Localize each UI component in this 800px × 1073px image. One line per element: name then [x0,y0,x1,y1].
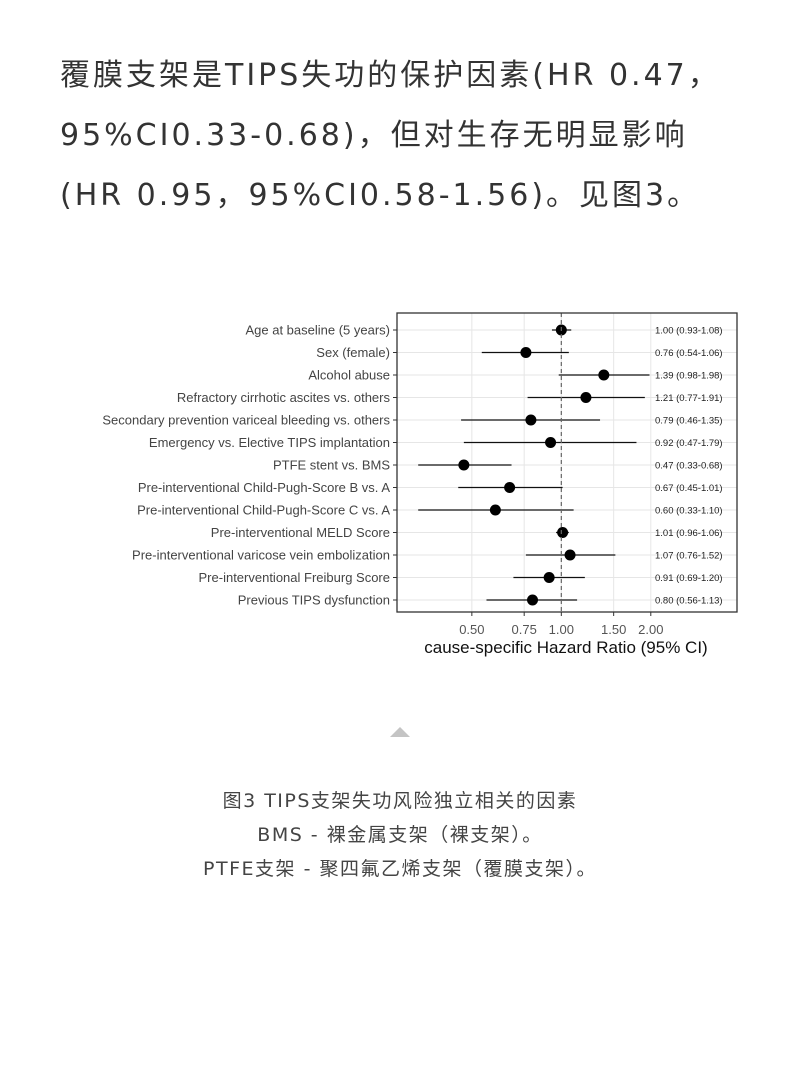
row-label: Age at baseline (5 years) [245,323,390,338]
row-label: Pre-interventional varicose vein emboliz… [132,548,390,563]
x-axis-title: cause-specific Hazard Ratio (95% CI) [424,638,707,657]
hr-point [458,459,470,471]
row-label: Refractory cirrhotic ascites vs. others [177,390,391,405]
hr-point [598,369,610,381]
hr-value-label: 0.79 (0.46-1.35) [655,416,723,427]
row-label: Emergency vs. Elective TIPS implantation [149,435,390,450]
hr-point [527,594,539,606]
hr-point [557,527,569,538]
row-label: Pre-interventional MELD Score [211,525,390,540]
row-label: Sex (female) [316,345,390,360]
figure-caption-ptfe: PTFE支架 - 聚四氟乙烯支架（覆膜支架）。 [203,858,597,880]
x-tick-label: 0.75 [512,622,537,637]
x-tick-label: 1.50 [601,622,626,637]
hr-point [564,549,576,561]
hr-point [543,572,555,583]
row-label: Alcohol abuse [308,368,390,383]
hr-point [489,504,501,516]
figure-caption-title: 图3 TIPS支架失功风险独立相关的因素 [222,790,578,812]
x-tick-label: 0.50 [459,622,484,637]
hr-value-label: 0.47 (0.33-0.68) [655,461,723,472]
hr-value-label: 0.91 (0.69-1.20) [655,573,723,584]
triangle-up-icon [390,727,410,737]
hr-value-label: 1.01 (0.96-1.06) [655,528,723,539]
body-text-line-1: 覆膜支架是TIPS失功的保护因素(HR 0.47， [60,58,721,93]
row-label: Pre-interventional Child-Pugh-Score C vs… [137,503,390,518]
hr-value-label: 1.00 (0.93-1.08) [655,326,723,337]
row-label: Previous TIPS dysfunction [238,593,390,608]
plot-background [397,313,737,612]
hr-value-label: 1.07 (0.76-1.52) [655,551,723,562]
x-tick-label: 1.00 [549,622,574,637]
row-label: PTFE stent vs. BMS [273,458,390,473]
hr-point [520,347,532,358]
hr-value-label: 0.92 (0.47-1.79) [655,438,723,449]
hr-value-label: 0.60 (0.33-1.10) [655,506,723,517]
hr-value-label: 0.67 (0.45-1.01) [655,483,723,494]
row-label: Pre-interventional Child-Pugh-Score B vs… [138,480,391,495]
hr-value-label: 0.76 (0.54-1.06) [655,348,723,359]
row-label: Secondary prevention variceal bleeding v… [102,413,390,428]
hr-value-label: 1.39 (0.98-1.98) [655,371,723,382]
forest-plot: Age at baseline (5 years) 1.00 (0.93-1.08… [102,312,738,657]
hr-point [580,392,592,403]
hr-point [525,414,537,426]
body-text-line-3: (HR 0.95，95%CI0.58-1.56)。见图3。 [60,178,701,213]
row-label: Pre-interventional Freiburg Score [199,570,390,585]
hr-value-label: 0.80 (0.56-1.13) [655,596,723,607]
body-text-line-2: 95%CI0.33-0.68)，但对生存无明显影响 [60,118,688,153]
x-tick-label: 2.00 [638,622,663,637]
plot-panel-border [396,312,738,613]
hr-point [545,437,557,448]
figure-caption-bms: BMS - 裸金属支架（裸支架）。 [257,824,543,846]
hr-point [504,482,516,493]
hr-value-label: 1.21 (0.77-1.91) [655,393,723,404]
